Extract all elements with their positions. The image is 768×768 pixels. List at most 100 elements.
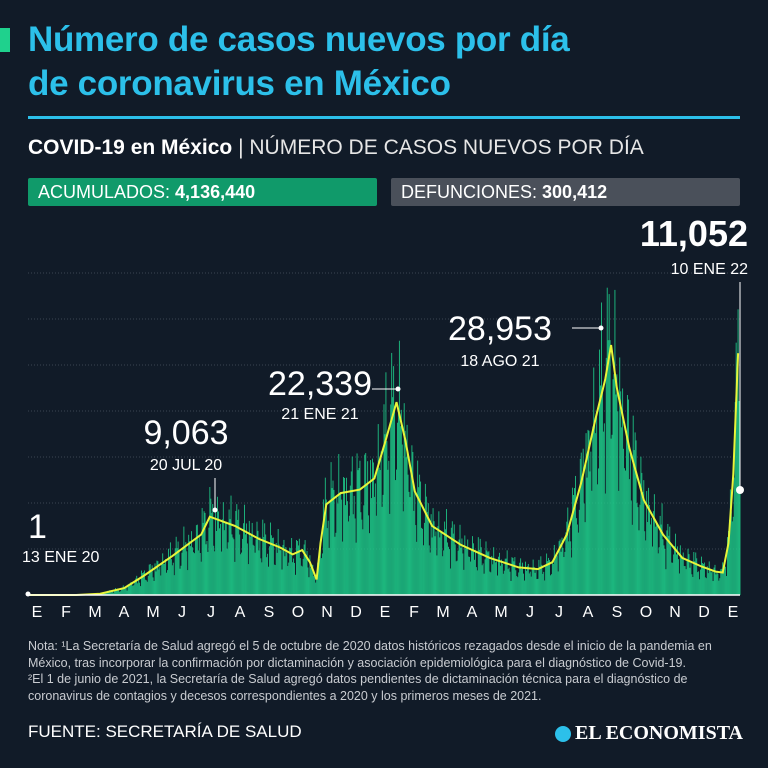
bar [649,505,651,595]
bar [461,538,463,595]
bar [512,557,514,595]
bar [589,471,591,595]
bar [698,571,700,595]
bar [209,487,211,595]
bar [499,565,501,595]
bar [245,523,247,595]
bar [376,468,378,595]
bar [200,561,202,595]
bar [408,491,410,595]
bar [570,541,572,595]
bar [629,452,631,595]
bar [112,591,114,595]
bar [275,542,277,595]
bar [659,515,661,595]
bar [175,536,177,595]
bar [553,544,555,595]
bar [168,548,169,595]
bar [496,561,498,595]
bar [126,590,128,595]
bar [194,539,196,595]
bar [580,452,582,595]
bar [247,564,249,595]
month-label: M [88,604,101,621]
bar [601,390,603,595]
bar [248,520,250,595]
bar [582,448,584,595]
bar [268,566,269,595]
bar [397,411,399,595]
bar [669,526,671,595]
bar [450,527,452,595]
bar [521,568,523,595]
bar [695,552,697,595]
bar [709,569,711,595]
bar [399,426,401,595]
bar [459,524,461,595]
bar [662,539,664,595]
bar [516,576,518,595]
bar [713,567,715,595]
bar [234,561,236,595]
bar [110,591,112,595]
bar [233,539,235,595]
bar [689,567,691,595]
bar [124,587,126,595]
bar [204,512,206,595]
bar [452,533,454,595]
bar [547,561,549,595]
bar [463,569,465,595]
bar [351,456,353,595]
bar [489,571,491,595]
bar [663,545,665,595]
bar [240,554,242,595]
bar [371,498,372,595]
bar [664,548,666,595]
bar [166,572,168,595]
bar [544,580,546,595]
bar [648,487,650,595]
bar [577,532,579,595]
bar [673,554,675,595]
bar [477,537,479,595]
bar [551,562,553,595]
bar [369,533,371,595]
bar [600,385,601,595]
bar [675,533,676,595]
bar [458,539,460,595]
bar [198,535,200,595]
bar [385,372,387,595]
bar [374,483,376,595]
annotation-date: 18 AGO 21 [460,353,539,370]
bar [365,453,367,595]
bar [728,519,730,595]
bar [326,528,328,595]
bar [163,563,165,595]
bar [184,548,186,595]
bar [526,566,528,595]
bar [192,547,193,595]
bar [372,462,374,595]
bar [380,451,382,595]
acumulados-badge: ACUMULADOS: 4,136,440 [28,178,377,206]
bar [154,563,156,595]
bar [711,571,713,595]
bar [178,551,180,595]
bar [468,556,470,595]
bar [484,559,486,595]
bar [587,429,589,595]
bar [330,462,332,595]
bar [244,534,246,595]
bar [546,553,548,595]
bar [212,504,214,595]
bar [658,547,660,595]
bar [257,530,259,595]
bar [632,415,634,595]
el-economista-logo: EL ECONOMISTA [555,722,743,745]
bar [328,547,330,595]
bar [219,528,220,595]
bar [387,469,389,595]
bar [304,540,306,595]
bar [309,555,311,595]
bar [181,552,183,595]
